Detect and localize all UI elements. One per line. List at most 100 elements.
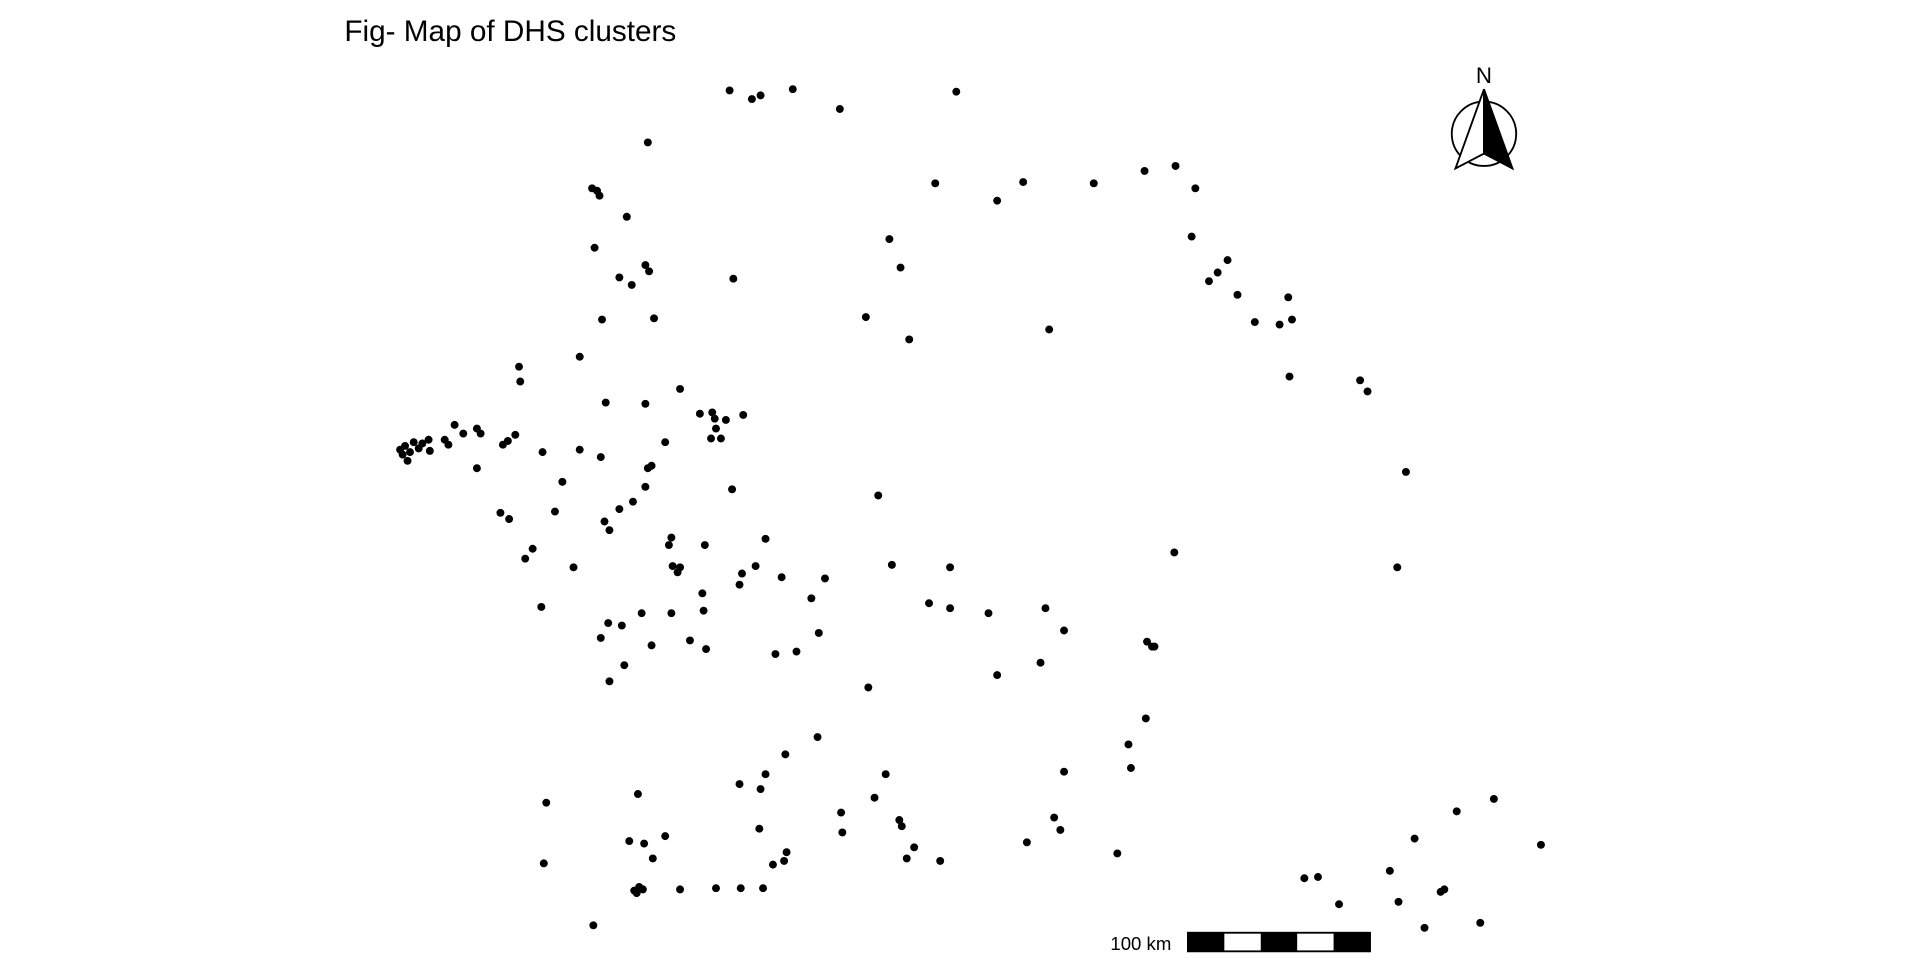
cluster-point — [1476, 918, 1485, 927]
cluster-point — [596, 633, 605, 642]
cluster-point — [643, 138, 652, 147]
cluster-point — [761, 770, 770, 779]
cluster-point — [1394, 897, 1403, 906]
cluster-point — [605, 677, 614, 686]
cluster-point — [1041, 604, 1050, 613]
scale-segment — [1333, 932, 1371, 952]
cluster-point — [627, 280, 636, 289]
cluster-point — [498, 440, 507, 449]
cluster-point — [751, 562, 760, 571]
cluster-point — [712, 424, 720, 433]
cluster-point — [528, 544, 537, 553]
cluster-point — [595, 191, 604, 200]
cluster-point — [698, 589, 707, 598]
cluster-point — [887, 560, 896, 569]
cluster-point — [641, 482, 650, 491]
cluster-point — [629, 497, 637, 506]
cluster-point — [768, 860, 777, 869]
cluster-point — [946, 563, 955, 572]
scale-label: 100 km — [1110, 933, 1171, 954]
cluster-point — [870, 793, 879, 802]
cluster-point — [450, 420, 459, 429]
cluster-point — [1056, 825, 1065, 834]
cluster-point — [648, 854, 657, 863]
cluster-point — [729, 274, 738, 283]
cluster-point — [640, 839, 649, 848]
cluster-point — [575, 445, 584, 454]
cluster-point — [1141, 714, 1150, 723]
cluster-point — [747, 95, 756, 104]
cluster-point — [414, 444, 423, 453]
cluster-point — [838, 828, 847, 837]
cluster-point — [1440, 885, 1449, 894]
cluster-point — [425, 446, 434, 455]
cluster-point — [676, 885, 685, 894]
cluster-point — [739, 411, 748, 419]
cluster-point — [496, 508, 505, 517]
cluster-point — [1113, 849, 1122, 858]
cluster-point — [821, 574, 829, 583]
cluster-point — [777, 573, 786, 582]
cluster-point — [885, 235, 894, 244]
cluster-point — [1205, 277, 1213, 286]
cluster-point — [538, 448, 547, 457]
cluster-point — [759, 884, 768, 893]
cluster-point — [601, 398, 610, 407]
cluster-point — [1385, 866, 1394, 875]
cluster-point — [835, 105, 844, 113]
cluster-point — [700, 541, 709, 549]
cluster-point — [781, 750, 790, 759]
cluster-point — [1019, 178, 1028, 187]
cluster-point — [632, 889, 641, 898]
cluster-point — [896, 263, 905, 272]
cluster-point — [537, 603, 546, 611]
cluster-point — [641, 261, 650, 270]
cluster-point — [569, 563, 578, 572]
cluster-point — [1250, 318, 1259, 327]
cluster-point — [575, 352, 584, 361]
cluster-point — [521, 554, 530, 563]
cluster-point — [1022, 838, 1031, 847]
cluster-point — [780, 856, 789, 865]
cluster-point — [993, 671, 1002, 680]
cluster-point — [617, 621, 626, 630]
cluster-point — [897, 822, 906, 831]
cluster-point — [1420, 923, 1429, 932]
cluster-point — [735, 580, 744, 589]
cluster-point — [424, 435, 433, 444]
cluster-point — [661, 832, 670, 841]
cluster-point — [661, 438, 670, 447]
cluster-point — [728, 485, 737, 494]
cluster-point — [1213, 268, 1222, 277]
cluster-point — [931, 179, 940, 188]
cluster-point — [459, 429, 468, 438]
arrow-left — [1453, 88, 1485, 171]
cluster-point — [558, 477, 567, 486]
north-arrow: N — [1450, 63, 1518, 171]
cluster-point — [738, 569, 746, 578]
cluster-point — [1150, 642, 1159, 651]
cluster-point — [1288, 315, 1296, 324]
north-label: N — [1476, 63, 1492, 88]
cluster-point — [1285, 372, 1294, 381]
cluster-point — [605, 526, 614, 535]
cluster-point — [1126, 764, 1135, 772]
cluster-point — [814, 629, 823, 637]
cluster-point — [598, 315, 606, 324]
cluster-point — [946, 604, 955, 613]
cluster-point — [550, 507, 559, 516]
cluster-point — [589, 921, 598, 930]
cluster-point — [782, 848, 791, 857]
cluster-point — [1171, 162, 1180, 170]
cluster-point — [1233, 290, 1242, 299]
map-title: Fig- Map of DHS clusters — [344, 15, 676, 48]
cluster-point — [735, 780, 744, 789]
cluster-point — [1356, 376, 1365, 385]
cluster-point — [792, 647, 801, 656]
scale-segment — [1260, 932, 1298, 952]
cluster-point — [1191, 184, 1200, 193]
cluster-point — [721, 415, 730, 424]
cluster-point — [685, 636, 694, 645]
cluster-point — [1050, 813, 1059, 822]
cluster-point — [881, 770, 890, 779]
